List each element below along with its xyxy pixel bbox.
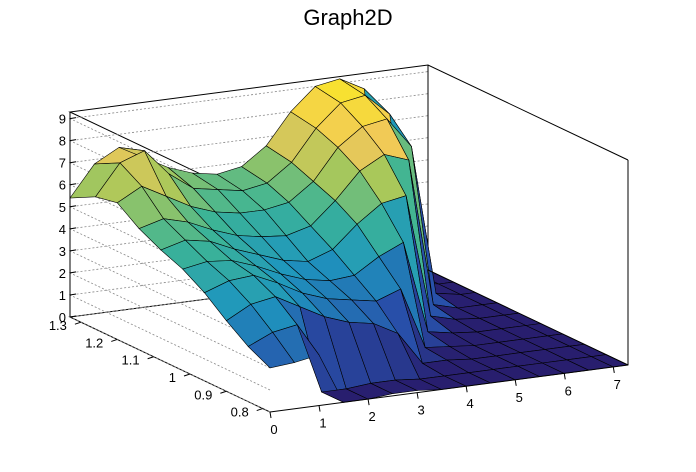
z-tick <box>69 117 77 120</box>
y-tick <box>220 390 227 394</box>
x-tick-label: 7 <box>614 377 621 392</box>
floor-right-edge <box>427 269 629 366</box>
y-tick-label: 1.2 <box>85 335 103 350</box>
y-tick-label: 1.3 <box>49 318 67 333</box>
z-tick-label: 2 <box>59 266 66 281</box>
x-tick <box>612 366 615 374</box>
y-tick <box>147 356 154 360</box>
z-tick <box>69 161 77 164</box>
z-tick <box>69 249 77 252</box>
z-tick <box>69 205 77 208</box>
x-tick-label: 3 <box>418 403 425 418</box>
x-tick <box>416 392 419 399</box>
x-tick <box>269 411 272 419</box>
z-tick-label: 0 <box>59 310 66 325</box>
y-tick-label: 1 <box>169 370 176 385</box>
z-tick <box>69 315 77 318</box>
y-tick-label: 0.9 <box>194 387 212 402</box>
x-tick-label: 0 <box>270 422 277 437</box>
z-axis: 0 1 2 3 4 5 6 7 8 9 <box>59 112 77 325</box>
x-tick <box>514 379 517 386</box>
x-tick <box>465 386 468 393</box>
x-axis: 0 1 2 3 4 5 6 7 <box>269 366 621 437</box>
x-tick-label: 2 <box>368 409 375 424</box>
z-tick <box>69 227 77 230</box>
z-tick-label: 4 <box>59 222 66 237</box>
z-tick-label: 9 <box>59 112 66 127</box>
surface-plot <box>69 78 630 403</box>
z-tick-label: 6 <box>59 178 66 193</box>
z-tick <box>69 183 77 186</box>
z-tick <box>69 139 77 142</box>
x-tick-label: 1 <box>319 416 326 431</box>
x-tick <box>318 405 321 412</box>
x-tick-label: 4 <box>467 396 474 411</box>
y-tick <box>111 338 118 342</box>
top-frame-edges <box>68 64 629 208</box>
y-tick-label: 1.1 <box>122 353 140 368</box>
y-tick <box>74 321 82 325</box>
z-tick-label: 3 <box>59 244 66 259</box>
z-tick-label: 7 <box>59 156 66 171</box>
y-tick-label: 0.8 <box>231 405 249 420</box>
y-tick <box>256 408 263 412</box>
x-tick <box>563 373 566 380</box>
y-tick <box>183 373 191 377</box>
y-axis: 0.8 0.9 1 1.1 1.2 1.3 <box>49 318 263 420</box>
x-tick <box>367 399 370 406</box>
z-tick-label: 8 <box>59 134 66 149</box>
front-frame <box>269 160 629 413</box>
floor-front-edge <box>269 364 629 413</box>
x-tick-label: 6 <box>565 383 572 398</box>
chart-title: Graph2D <box>303 5 392 30</box>
z-tick-label: 1 <box>59 288 66 303</box>
x-tick-label: 5 <box>516 390 523 405</box>
z-tick-label: 5 <box>59 200 66 215</box>
z-tick <box>69 271 77 274</box>
z-tick <box>69 293 77 296</box>
